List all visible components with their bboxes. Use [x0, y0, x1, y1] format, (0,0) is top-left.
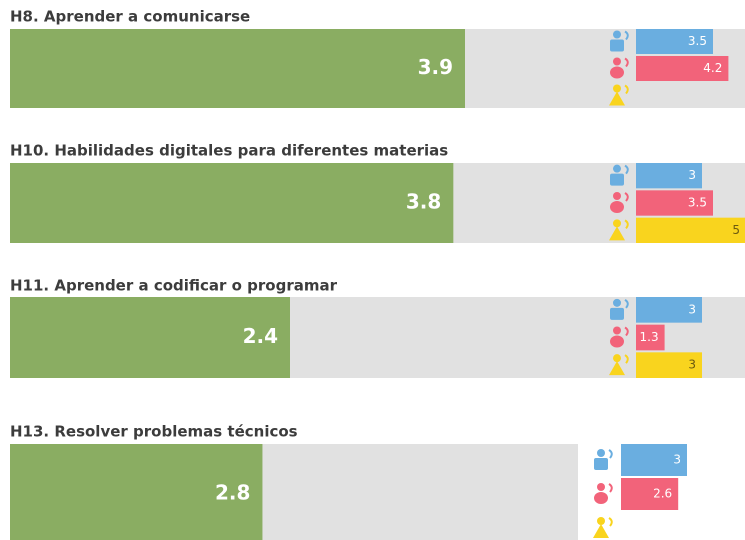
icon: [608, 517, 613, 527]
icon: [608, 449, 613, 459]
icon: [613, 30, 621, 39]
sub-bar: [636, 190, 713, 216]
icon: [624, 57, 629, 68]
icon: [597, 483, 605, 491]
icon: [609, 91, 625, 106]
sub-bar: [636, 56, 729, 81]
icon: [613, 84, 621, 93]
icon: [593, 524, 609, 538]
icon: [610, 39, 624, 52]
sub-bar-label: 3: [688, 302, 696, 316]
sub-bar-label: 4.2: [703, 61, 722, 75]
sub-bar: [636, 163, 702, 189]
bar-value-label: 3.8: [406, 190, 441, 214]
icon: [613, 219, 621, 228]
sub-bar: [636, 297, 702, 323]
sub-bar-label: 3: [688, 358, 696, 372]
icon: [613, 192, 621, 200]
icon: [610, 173, 624, 186]
bar: [10, 29, 465, 108]
icon: [613, 164, 621, 173]
icon: [610, 66, 624, 79]
icon: [624, 192, 629, 202]
icon: [597, 517, 605, 525]
sub-bar: [636, 217, 745, 243]
icon: [613, 354, 621, 363]
icon: [624, 219, 629, 229]
bar: [10, 297, 290, 378]
chart-title: H10. Habilidades digitales para diferent…: [10, 142, 448, 160]
icon: [613, 298, 621, 307]
icon: [610, 201, 624, 213]
icon: [594, 492, 608, 504]
icon: [624, 164, 629, 175]
sub-bar-label: 3: [673, 453, 681, 467]
sub-bar: [636, 29, 713, 54]
sub-bar: [636, 324, 665, 351]
chart-title: H8. Aprender a comunicarse: [10, 8, 250, 26]
sub-bar: [621, 444, 687, 476]
sub-bar-label: 3: [688, 168, 696, 182]
sub-bar: [636, 352, 702, 378]
bar-value-label: 3.9: [418, 55, 453, 79]
icon: [609, 226, 625, 241]
icon: [624, 354, 629, 364]
icon: [597, 449, 605, 457]
icon: [609, 361, 625, 376]
icon: [610, 307, 624, 320]
icon: [613, 326, 621, 335]
icon: [624, 326, 629, 337]
chart-title: H13. Resolver problemas técnicos: [10, 423, 298, 441]
sub-bar-label: 3.5: [688, 34, 707, 48]
icon: [624, 30, 629, 41]
sub-bar-label: 5: [732, 223, 740, 237]
sub-bar-label: 3.5: [688, 196, 707, 210]
icon: [594, 458, 608, 470]
sub-bar: [621, 478, 679, 510]
icon: [613, 57, 621, 66]
sub-bar-label: 2.6: [653, 487, 672, 501]
bar-value-label: 2.4: [243, 324, 278, 348]
chart-title: H11. Aprender a codificar o programar: [10, 277, 338, 295]
icon: [624, 298, 629, 309]
icon: [624, 84, 629, 95]
icon: [608, 483, 613, 493]
icon: [610, 335, 624, 348]
bar: [10, 444, 263, 540]
sub-bar-label: 1.3: [640, 330, 659, 344]
bar: [10, 163, 454, 243]
bar-value-label: 2.8: [215, 481, 250, 505]
